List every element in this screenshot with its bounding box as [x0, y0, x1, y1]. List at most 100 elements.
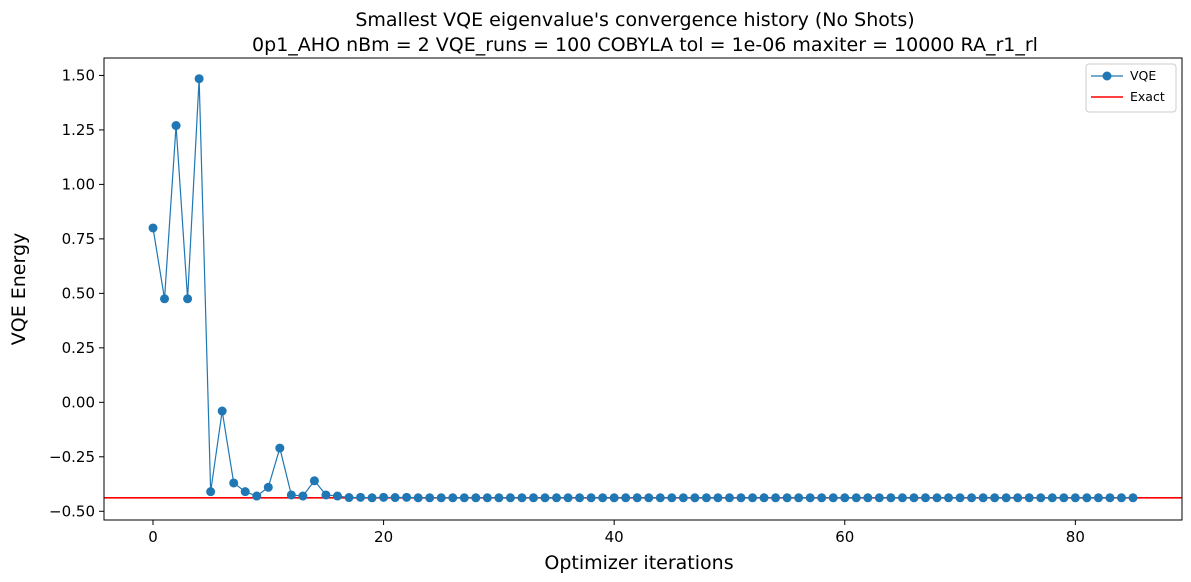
vqe-point [632, 493, 642, 503]
vqe-point [944, 493, 954, 503]
x-tick-label: 60 [835, 528, 854, 546]
vqe-point [425, 493, 435, 503]
vqe-point [505, 493, 515, 503]
legend-exact-label: Exact [1130, 89, 1165, 104]
chart-title: Smallest VQE eigenvalue's convergence hi… [355, 9, 914, 31]
vqe-point [644, 493, 654, 503]
vqe-point [540, 493, 550, 503]
y-axis-label: VQE Energy [8, 233, 30, 346]
vqe-point [482, 493, 492, 503]
y-tick-label: 1.50 [62, 66, 95, 84]
vqe-point [1013, 493, 1023, 503]
vqe-point [678, 493, 688, 503]
vqe-point [436, 493, 446, 503]
vqe-point [782, 493, 792, 503]
vqe-point [309, 476, 319, 486]
vqe-point [344, 493, 354, 503]
vqe-point [794, 493, 804, 503]
vqe-point [909, 493, 919, 503]
vqe-point [1105, 493, 1115, 503]
vqe-point [805, 493, 815, 503]
vqe-point [1001, 493, 1011, 503]
vqe-point [586, 493, 596, 503]
vqe-point [229, 478, 239, 488]
vqe-point [759, 493, 769, 503]
vqe-point [967, 493, 977, 503]
vqe-point [148, 223, 158, 233]
vqe-point [874, 493, 884, 503]
y-tick-label: 1.25 [62, 121, 95, 139]
vqe-point [298, 491, 308, 501]
vqe-point [252, 491, 262, 501]
vqe-point [1093, 493, 1103, 503]
vqe-point [494, 493, 504, 503]
vqe-point [1128, 493, 1138, 503]
y-tick-label: 0.00 [62, 393, 95, 411]
vqe-point [471, 493, 481, 503]
vqe-point [851, 493, 861, 503]
vqe-point [575, 493, 585, 503]
vqe-point [724, 493, 734, 503]
vqe-point [990, 493, 1000, 503]
vqe-point [356, 492, 366, 502]
vqe-point [690, 493, 700, 503]
vqe-point [932, 493, 942, 503]
vqe-point [713, 493, 723, 503]
vqe-point [1059, 493, 1069, 503]
vqe-point [402, 492, 412, 502]
vqe-point [517, 493, 527, 503]
legend-vqe-label: VQE [1130, 68, 1156, 83]
vqe-point [194, 74, 204, 84]
vqe-point [459, 493, 469, 503]
vqe-point [978, 493, 988, 503]
vqe-point [828, 493, 838, 503]
vqe-point [379, 492, 389, 502]
vqe-point [263, 482, 273, 492]
y-tick-label: −0.50 [49, 502, 95, 520]
vqe-series-line [152, 78, 1133, 499]
vqe-point [390, 493, 400, 503]
vqe-point [817, 493, 827, 503]
vqe-point [701, 493, 711, 503]
vqe-point [920, 493, 930, 503]
x-tick-label: 80 [1066, 528, 1085, 546]
x-axis-label: Optimizer iterations [544, 552, 733, 574]
vqe-point [771, 493, 781, 503]
y-tick-label: 0.75 [62, 230, 95, 248]
y-tick-label: −0.25 [49, 448, 95, 466]
x-tick-label: 40 [605, 528, 624, 546]
vqe-point [897, 493, 907, 503]
vqe-point [183, 294, 193, 304]
vqe-point [840, 493, 850, 503]
legend-vqe-marker [1102, 71, 1112, 81]
vqe-point [955, 493, 965, 503]
vqe-point [598, 493, 608, 503]
vqe-point [667, 493, 677, 503]
vqe-point [367, 493, 377, 503]
chart-subtitle: 0p1_AHO nBm = 2 VQE_runs = 100 COBYLA to… [252, 34, 1038, 56]
vqe-point [736, 493, 746, 503]
x-tick-label: 0 [148, 528, 158, 546]
vqe-point [1024, 493, 1034, 503]
vqe-point [217, 406, 227, 416]
vqe-point [1036, 493, 1046, 503]
vqe-point [655, 493, 665, 503]
vqe-point [609, 493, 619, 503]
vqe-point [552, 493, 562, 503]
vqe-point [171, 121, 181, 131]
vqe-point [1047, 493, 1057, 503]
y-tick-label: 1.00 [62, 175, 95, 193]
y-axis: −0.50 −0.25 0.00 0.25 0.50 0.75 1.00 1.25 1.50 [49, 66, 104, 520]
plot-area [104, 74, 1182, 503]
vqe-point [275, 443, 285, 453]
vqe-point [1070, 493, 1080, 503]
x-axis: 0 20 40 60 80 [148, 520, 1085, 546]
vqe-point [748, 493, 758, 503]
vqe-point [1082, 493, 1092, 503]
vqe-point [160, 294, 170, 304]
plot-frame [103, 57, 1183, 521]
vqe-point [886, 493, 896, 503]
vqe-point [286, 490, 296, 500]
vqe-point [621, 493, 631, 503]
